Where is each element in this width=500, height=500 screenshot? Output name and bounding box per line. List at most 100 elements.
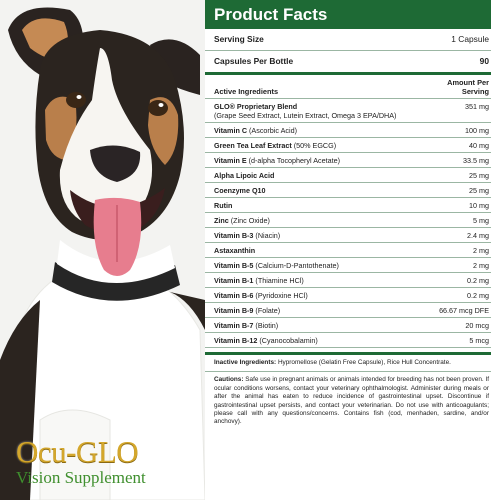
- ingredient-list: GLO® Proprietary Blend (Grape Seed Extrac…: [205, 99, 491, 348]
- ingredient-detail: (Grape Seed Extract, Lutein Extract, Ome…: [214, 110, 397, 120]
- ingredient-detail: (Calcium-D-Pantothenate): [255, 260, 339, 270]
- ingredient-amount: 66.67 mcg DFE: [439, 305, 489, 315]
- ingredient-name: Vitamin B-6 (Pyridoxine HCl): [214, 291, 463, 300]
- ingredient-name: Vitamin B-12 (Cyanocobalamin): [214, 336, 465, 345]
- inactive-ingredients: Inactive Ingredients: Hypromellose (Gela…: [205, 355, 491, 373]
- ingredient-row: GLO® Proprietary Blend (Grape Seed Extrac…: [205, 99, 491, 123]
- ingredient-row: Alpha Lipoic Acid 25 mg: [205, 168, 491, 183]
- ingredient-title: Vitamin B-3: [214, 230, 254, 240]
- ingredient-row: Vitamin B-7 (Biotin) 20 mcg: [205, 318, 491, 333]
- ingredient-detail: (Zinc Oxide): [230, 215, 270, 225]
- ingredient-title: GLO® Proprietary Blend: [214, 101, 298, 111]
- ingredient-detail: (Folate): [255, 305, 281, 315]
- dog-illustration: [0, 0, 205, 500]
- ingredient-row: Vitamin B-5 (Calcium-D-Pantothenate) 2 mg: [205, 258, 491, 273]
- ingredient-amount: 2.4 mg: [467, 230, 489, 240]
- serving-size-row: Serving Size 1 Capsule: [205, 29, 491, 51]
- active-ingredients-label: Active Ingredients: [214, 87, 279, 96]
- ingredient-amount: 25 mg: [469, 185, 489, 195]
- ingredient-title: Green Tea Leaf Extract: [214, 140, 292, 150]
- ingredient-name: Zinc (Zinc Oxide): [214, 216, 469, 225]
- ingredient-name: Vitamin B-7 (Biotin): [214, 321, 461, 330]
- ingredient-title: Zinc: [214, 215, 229, 225]
- ingredient-name: Vitamin B-3 (Niacin): [214, 231, 463, 240]
- ingredient-name: Astaxanthin: [214, 246, 469, 255]
- capsules-per-bottle-value: 90: [479, 56, 489, 66]
- ingredient-title: Alpha Lipoic Acid: [214, 170, 275, 180]
- ingredient-detail: (Ascorbic Acid): [249, 125, 297, 135]
- ingredient-detail: (50% EGCG): [293, 140, 337, 150]
- amount-per-serving-label: Amount Per Serving: [447, 78, 489, 96]
- product-photo: Ocu-GLO Vision Supplement: [0, 0, 205, 500]
- ingredient-title: Rutin: [214, 200, 233, 210]
- capsules-per-bottle-label: Capsules Per Bottle: [214, 56, 294, 66]
- ingredient-detail: (Pyridoxine HCl): [255, 290, 308, 300]
- ingredient-title: Astaxanthin: [214, 245, 256, 255]
- ingredient-name: Rutin: [214, 201, 465, 210]
- ingredient-row: Vitamin B-6 (Pyridoxine HCl) 0.2 mg: [205, 288, 491, 303]
- ingredient-name: Vitamin B-9 (Folate): [214, 306, 435, 315]
- cautions: Cautions: Safe use in pregnant animals o…: [205, 372, 491, 430]
- ingredient-amount: 0.2 mg: [467, 290, 489, 300]
- inactive-ingredients-text: Hypromellose (Gelatin Free Capsule), Ric…: [277, 359, 451, 366]
- cautions-label: Cautions:: [214, 376, 244, 384]
- ingredient-amount: 2 mg: [473, 260, 489, 270]
- ingredient-title: Vitamin B-9: [214, 305, 254, 315]
- ingredient-name: GLO® Proprietary Blend (Grape Seed Extrac…: [214, 102, 461, 120]
- ingredient-amount: 351 mg: [465, 101, 489, 111]
- ingredient-title: Vitamin B-7: [214, 320, 254, 330]
- serving-size-label: Serving Size: [214, 34, 264, 44]
- ingredient-name: Vitamin B-5 (Calcium-D-Pantothenate): [214, 261, 469, 270]
- ingredient-row: Green Tea Leaf Extract (50% EGCG) 40 mg: [205, 138, 491, 153]
- ingredient-row: Astaxanthin 2 mg: [205, 243, 491, 258]
- ingredient-amount: 5 mg: [473, 215, 489, 225]
- product-facts-panel: Product Facts Serving Size 1 Capsule Cap…: [205, 0, 491, 500]
- ingredient-row: Vitamin E (d-alpha Tocopheryl Acetate) 33…: [205, 153, 491, 168]
- brand-subtitle: Vision Supplement: [16, 468, 146, 487]
- ingredient-detail: (d-alpha Tocopheryl Acetate): [248, 155, 340, 165]
- ingredient-row: Coenzyme Q10 25 mg: [205, 183, 491, 198]
- brand-logo: Ocu-GLO Vision Supplement: [16, 436, 205, 488]
- brand-name: Ocu-GLO: [16, 434, 139, 469]
- section-divider: [205, 72, 491, 75]
- ingredient-amount: 5 mcg: [469, 335, 489, 345]
- capsules-per-bottle-row: Capsules Per Bottle 90: [205, 51, 491, 72]
- ingredient-name: Vitamin B-1 (Thiamine HCl): [214, 276, 463, 285]
- ingredient-row: Vitamin C (Ascorbic Acid) 100 mg: [205, 123, 491, 138]
- ingredient-title: Vitamin B-12: [214, 335, 258, 345]
- ingredient-title: Vitamin B-5: [214, 260, 254, 270]
- ingredient-row: Vitamin B-12 (Cyanocobalamin) 5 mcg: [205, 333, 491, 348]
- ingredient-row: Vitamin B-1 (Thiamine HCl) 0.2 mg: [205, 273, 491, 288]
- inactive-ingredients-label: Inactive Ingredients:: [214, 359, 277, 366]
- ingredient-row: Vitamin B-9 (Folate) 66.67 mcg DFE: [205, 303, 491, 318]
- ingredient-detail: (Cyanocobalamin): [259, 335, 318, 345]
- ingredient-amount: 40 mg: [469, 140, 489, 150]
- ingredient-amount: 25 mg: [469, 170, 489, 180]
- ingredient-amount: 0.2 mg: [467, 275, 489, 285]
- ingredient-name: Green Tea Leaf Extract (50% EGCG): [214, 141, 465, 150]
- ingredient-amount: 20 mcg: [465, 320, 489, 330]
- ingredient-title: Vitamin E: [214, 155, 247, 165]
- ingredient-name: Vitamin C (Ascorbic Acid): [214, 126, 461, 135]
- ingredient-amount: 100 mg: [465, 125, 489, 135]
- ingredient-title: Vitamin C: [214, 125, 248, 135]
- ingredient-row: Zinc (Zinc Oxide) 5 mg: [205, 213, 491, 228]
- ingredient-amount: 2 mg: [473, 245, 489, 255]
- ingredient-row: Rutin 10 mg: [205, 198, 491, 213]
- ingredient-name: Alpha Lipoic Acid: [214, 171, 465, 180]
- serving-size-value: 1 Capsule: [451, 34, 489, 44]
- ingredient-detail: (Thiamine HCl): [255, 275, 304, 285]
- ingredient-detail: (Niacin): [255, 230, 281, 240]
- ingredient-detail: (Biotin): [255, 320, 279, 330]
- ingredient-title: Vitamin B-6: [214, 290, 254, 300]
- ingredient-title: Vitamin B-1: [214, 275, 254, 285]
- product-facts-title: Product Facts: [205, 0, 491, 29]
- cautions-text: Safe use in pregnant animals or animals …: [214, 376, 490, 426]
- ingredient-row: Vitamin B-3 (Niacin) 2.4 mg: [205, 228, 491, 243]
- ingredient-title: Coenzyme Q10: [214, 185, 266, 195]
- ingredient-amount: 33.5 mg: [463, 155, 489, 165]
- section-divider: [205, 352, 491, 355]
- ingredient-name: Coenzyme Q10: [214, 186, 465, 195]
- ingredient-name: Vitamin E (d-alpha Tocopheryl Acetate): [214, 156, 459, 165]
- ingredient-amount: 10 mg: [469, 200, 489, 210]
